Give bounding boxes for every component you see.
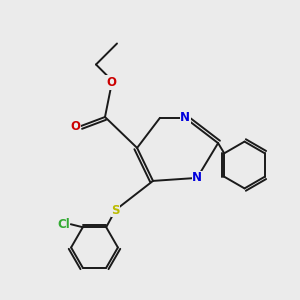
Text: Cl: Cl — [57, 218, 70, 231]
Text: S: S — [111, 203, 120, 217]
Text: O: O — [106, 76, 116, 89]
Text: N: N — [180, 111, 190, 124]
Text: O: O — [70, 119, 80, 133]
Text: N: N — [192, 171, 202, 184]
